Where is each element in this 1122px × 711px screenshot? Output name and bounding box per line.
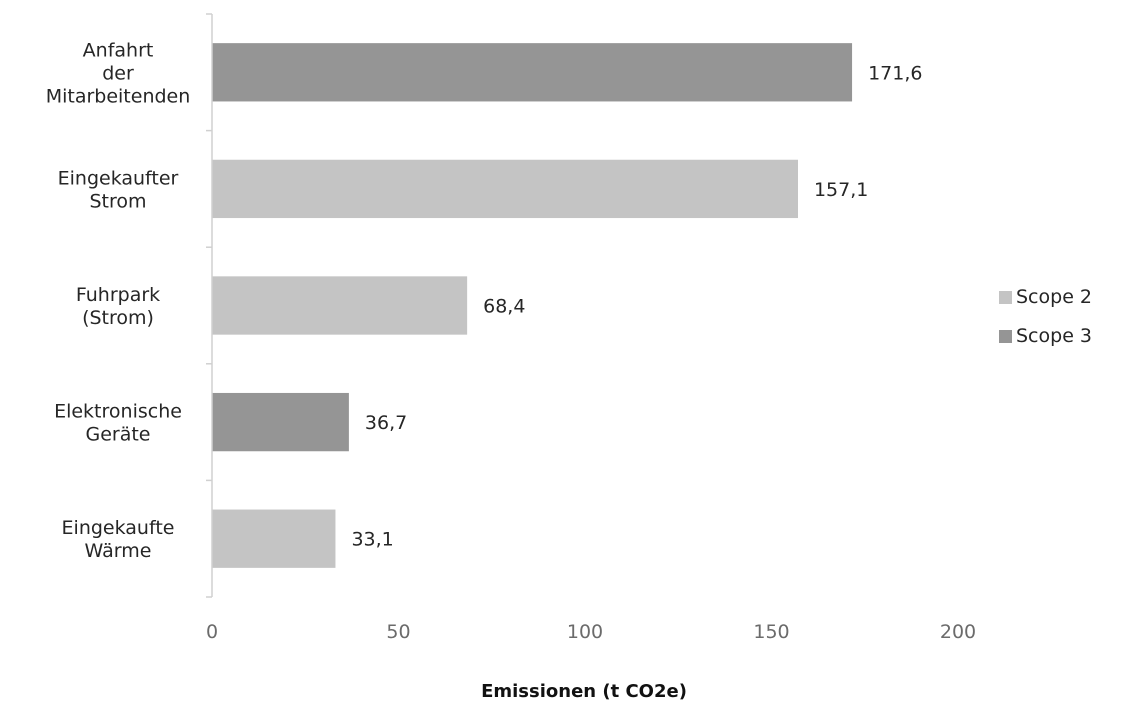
bar <box>212 276 468 335</box>
category-label: Eingekaufte Wärme <box>62 517 175 562</box>
category-label-line: Mitarbeitenden <box>46 85 191 107</box>
x-tick-label: 200 <box>940 621 976 643</box>
x-tick-label: 150 <box>753 621 789 643</box>
bar <box>212 509 336 568</box>
data-label: 171,6 <box>868 62 922 84</box>
x-axis-title: Emissionen (t CO2e) <box>481 681 687 702</box>
category-label-line: Elektronische <box>54 401 182 423</box>
category-label-line: Eingekaufter <box>58 167 179 189</box>
bar <box>212 392 349 452</box>
data-labels-group: 171,6 157,1 68,4 36,7 33,1 <box>351 62 922 550</box>
category-label: Elektronische Geräte <box>54 401 182 446</box>
bars-group <box>212 43 853 568</box>
category-labels-group: Anfahrt der Mitarbeitenden Eingekaufter Stro… <box>46 39 191 562</box>
legend-label: Scope 2 <box>1016 286 1092 308</box>
category-label-line: Anfahrt <box>83 39 154 61</box>
data-label: 157,1 <box>814 179 868 201</box>
legend: Scope 2 Scope 3 <box>999 286 1092 347</box>
data-label: 36,7 <box>365 412 407 434</box>
category-label-line: der <box>102 62 134 84</box>
bar <box>212 159 798 219</box>
category-label-line: Geräte <box>85 424 150 446</box>
category-label-line: Wärme <box>85 540 152 562</box>
category-label: Eingekaufter Strom <box>58 167 179 212</box>
x-tick-label: 50 <box>386 621 410 643</box>
category-label-line: (Strom) <box>82 307 154 329</box>
category-label-line: Fuhrpark <box>76 284 160 306</box>
bar <box>212 43 853 102</box>
category-label: Anfahrt der Mitarbeitenden <box>46 39 191 107</box>
x-tick-label: 100 <box>567 621 603 643</box>
category-label: Fuhrpark (Strom) <box>76 284 160 329</box>
x-tick-labels-group: 0 50 100 150 200 <box>206 621 976 643</box>
y-axis-ticks <box>206 13 212 598</box>
legend-swatch <box>999 330 1012 343</box>
legend-swatch <box>999 291 1012 304</box>
x-tick-label: 0 <box>206 621 218 643</box>
data-label: 33,1 <box>351 529 393 551</box>
data-label: 68,4 <box>483 296 525 318</box>
legend-label: Scope 3 <box>1016 325 1092 347</box>
category-label-line: Eingekaufte <box>62 517 175 539</box>
category-label-line: Strom <box>89 190 146 212</box>
